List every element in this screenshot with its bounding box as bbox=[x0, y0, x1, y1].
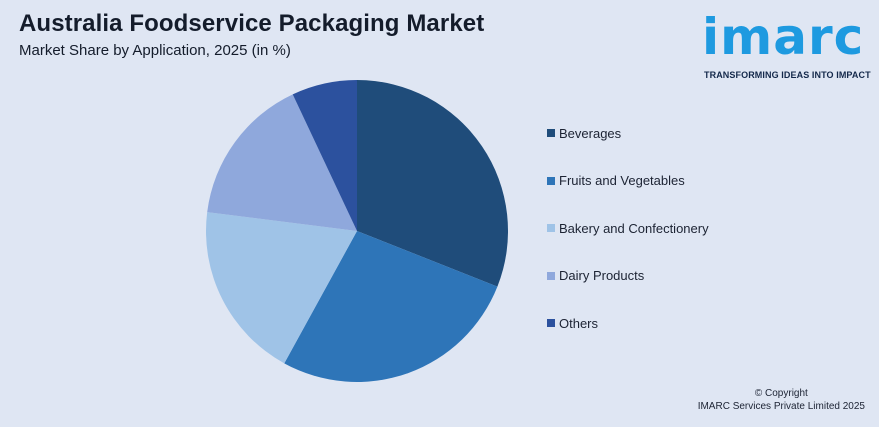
legend-label: Dairy Products bbox=[559, 268, 645, 283]
legend-swatch bbox=[547, 224, 555, 232]
legend-swatch bbox=[547, 176, 555, 185]
legend-label: Fruits and Vegetables bbox=[559, 173, 685, 188]
legend-swatch bbox=[547, 129, 555, 137]
logo-tagline: TRANSFORMING IDEAS INTO IMPACT bbox=[704, 70, 871, 80]
legend-label: Beverages bbox=[559, 125, 622, 141]
chart-title: Australia Foodservice Packaging Market bbox=[19, 10, 485, 37]
legend-item: Dairy Products bbox=[547, 268, 644, 284]
pie-slice-beverages bbox=[357, 80, 509, 287]
logo-wordmark: imarc bbox=[702, 8, 865, 66]
legend-swatch bbox=[547, 319, 555, 327]
imarc-logo: imarc TRANSFORMING IDEAS INTO IMPACT bbox=[700, 8, 872, 83]
legend-item: Others bbox=[547, 315, 598, 331]
chart-subtitle: Market Share by Application, 2025 (in %) bbox=[19, 42, 291, 59]
legend-item: Beverages bbox=[547, 125, 621, 141]
legend-label: Others bbox=[559, 315, 599, 331]
copyright-line-2: IMARC Services Private Limited 2025 bbox=[697, 401, 865, 412]
copyright-line-1: © Copyright bbox=[754, 388, 808, 399]
legend-item: Fruits and Vegetables bbox=[547, 173, 685, 189]
copyright-notice: © Copyright IMARC Services Private Limit… bbox=[698, 387, 865, 413]
pie-slice-others bbox=[292, 80, 357, 231]
pie-slice-dairy-products bbox=[207, 94, 357, 232]
legend-swatch bbox=[547, 271, 555, 280]
pie-slice-fruits-and-vegetables bbox=[284, 231, 498, 382]
legend-item: Bakery and Confectionery bbox=[547, 220, 709, 236]
pie-slice-bakery-and-confectionery bbox=[205, 212, 357, 364]
legend-label: Bakery and Confectionery bbox=[559, 220, 709, 236]
